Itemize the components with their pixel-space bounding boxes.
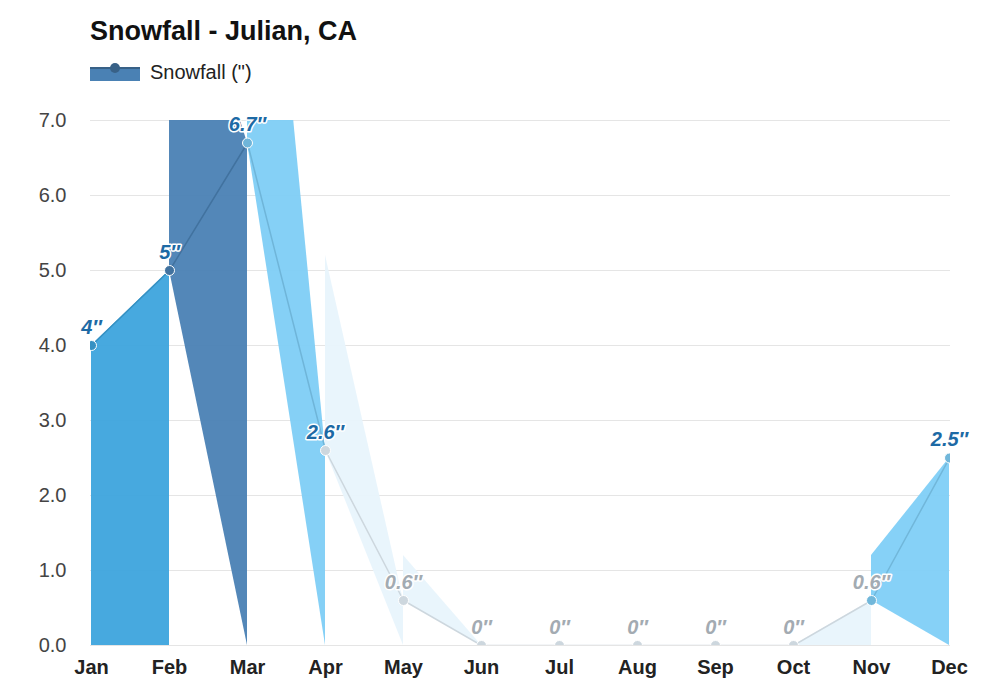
svg-text:0″: 0″ (549, 616, 571, 638)
svg-text:6.0: 6.0 (39, 184, 67, 206)
svg-text:3.0: 3.0 (39, 409, 67, 431)
svg-text:Jan: Jan (74, 656, 108, 678)
svg-text:May: May (384, 656, 424, 678)
svg-text:Apr: Apr (308, 656, 343, 678)
html-text:Snowfall - Julian, CA: Snowfall - Julian, CA (90, 16, 357, 46)
svg-text:Feb: Feb (152, 656, 188, 678)
svg-text:0″: 0″ (705, 616, 727, 638)
svg-text:0″: 0″ (471, 616, 493, 638)
svg-text:Sep: Sep (697, 656, 734, 678)
svg-text:2.5″: 2.5″ (930, 428, 970, 450)
svg-text:0.6″: 0.6″ (385, 571, 424, 593)
svg-text:Nov: Nov (853, 656, 892, 678)
svg-text:5″: 5″ (159, 241, 181, 263)
svg-text:0″: 0″ (627, 616, 649, 638)
svg-text:5.0: 5.0 (39, 259, 67, 281)
html-text:Snowfall ("): Snowfall (") (150, 60, 252, 83)
svg-text:4″: 4″ (80, 316, 103, 338)
svg-text:6.7″: 6.7″ (229, 113, 268, 135)
svg-text:Dec: Dec (931, 656, 968, 678)
svg-text:Jul: Jul (545, 656, 574, 678)
svg-text:Oct: Oct (777, 656, 811, 678)
svg-text:Mar: Mar (230, 656, 266, 678)
svg-text:0.6″: 0.6″ (853, 571, 892, 593)
svg-text:Aug: Aug (618, 656, 657, 678)
svg-text:1.0: 1.0 (39, 559, 67, 581)
svg-text:2.0: 2.0 (39, 484, 67, 506)
svg-text:0.0: 0.0 (39, 634, 67, 656)
svg-text:Jun: Jun (464, 656, 500, 678)
svg-text:4.0: 4.0 (39, 334, 67, 356)
svg-text:0″: 0″ (783, 616, 805, 638)
svg-text:7.0: 7.0 (39, 109, 67, 131)
svg-text:2.6″: 2.6″ (306, 421, 346, 443)
